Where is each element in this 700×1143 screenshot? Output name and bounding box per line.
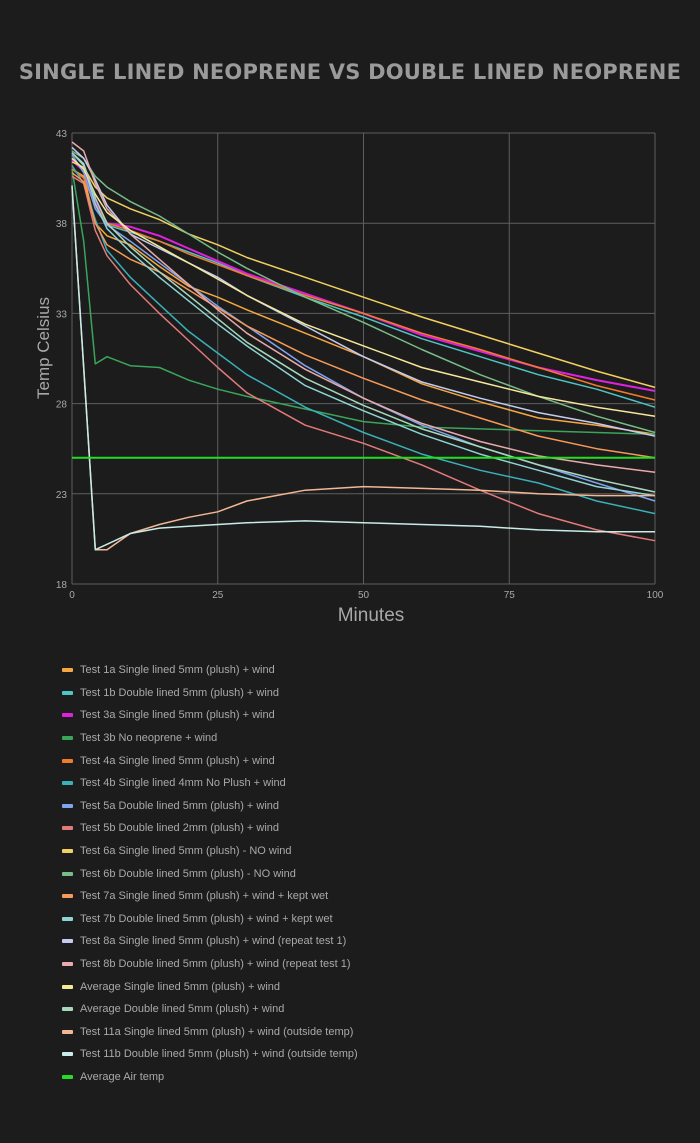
legend-swatch xyxy=(62,962,73,967)
legend-label: Test 7b Double lined 5mm (plush) + wind … xyxy=(80,912,333,925)
legend-label: Test 8b Double lined 5mm (plush) + wind … xyxy=(80,958,351,971)
x-axis-title: Minutes xyxy=(338,605,405,626)
y-axis-ticks: 18 23 28 33 38 43 xyxy=(56,129,68,591)
legend-swatch xyxy=(62,668,73,673)
legend-label: Test 1a Single lined 5mm (plush) + wind xyxy=(80,664,275,677)
legend-label: Test 5b Double lined 2mm (plush) + wind xyxy=(80,822,280,835)
line-chart: 18 23 28 33 38 43 0 25 50 75 100 Minutes Temp Cel… xyxy=(34,129,664,626)
series-line-10 xyxy=(71,172,656,459)
legend-swatch xyxy=(62,894,73,899)
legend-item[interactable]: Test 1a Single lined 5mm (plush) + wind xyxy=(62,659,358,682)
legend-label: Test 4a Single lined 5mm (plush) + wind xyxy=(80,754,275,767)
legend-swatch xyxy=(62,849,73,854)
x-tick-label: 100 xyxy=(647,590,664,601)
series-line-14 xyxy=(71,157,656,417)
legend-label: Average Air temp xyxy=(80,1070,165,1083)
legend-swatch xyxy=(62,826,73,831)
legend: Test 1a Single lined 5mm (plush) + wind T… xyxy=(62,659,358,1088)
legend-item[interactable]: Test 5a Double lined 5mm (plush) + wind xyxy=(62,795,358,818)
legend-item[interactable]: Test 1b Double lined 5mm (plush) + wind xyxy=(62,682,358,705)
grid xyxy=(71,132,656,585)
legend-swatch xyxy=(62,781,73,786)
legend-label: Average Double lined 5mm (plush) + wind xyxy=(80,1003,285,1016)
legend-item[interactable]: Test 4b Single lined 4mm No Plush + wind xyxy=(62,772,358,795)
x-tick-label: 0 xyxy=(69,590,75,601)
legend-item[interactable]: Test 3a Single lined 5mm (plush) + wind xyxy=(62,704,358,727)
series-line-3 xyxy=(71,168,656,436)
y-tick-label: 38 xyxy=(56,219,68,230)
legend-label: Test 7a Single lined 5mm (plush) + wind … xyxy=(80,890,329,903)
legend-item[interactable]: Test 5b Double lined 2mm (plush) + wind xyxy=(62,817,358,840)
legend-item[interactable]: Test 11b Double lined 5mm (plush) + wind… xyxy=(62,1043,358,1066)
x-tick-label: 75 xyxy=(504,590,516,601)
legend-label: Test 6a Single lined 5mm (plush) - NO wi… xyxy=(80,845,292,858)
series-line-4 xyxy=(71,168,656,401)
y-tick-label: 18 xyxy=(56,580,68,591)
legend-label: Test 11b Double lined 5mm (plush) + wind… xyxy=(80,1048,358,1061)
x-tick-label: 25 xyxy=(212,590,224,601)
legend-item[interactable]: Test 8b Double lined 5mm (plush) + wind … xyxy=(62,953,358,976)
series-line-7 xyxy=(71,175,656,542)
legend-swatch xyxy=(62,690,73,695)
y-tick-label: 23 xyxy=(56,490,68,501)
legend-swatch xyxy=(62,1007,73,1012)
legend-item[interactable]: Average Single lined 5mm (plush) + wind xyxy=(62,975,358,998)
y-axis-title: Temp Celsius xyxy=(34,297,53,399)
legend-item[interactable]: Test 11a Single lined 5mm (plush) + wind… xyxy=(62,1021,358,1044)
legend-item[interactable]: Test 8a Single lined 5mm (plush) + wind … xyxy=(62,930,358,953)
legend-item[interactable]: Test 4a Single lined 5mm (plush) + wind xyxy=(62,749,358,772)
legend-item[interactable]: Test 7a Single lined 5mm (plush) + wind … xyxy=(62,885,358,908)
series-line-15 xyxy=(71,152,656,493)
legend-swatch xyxy=(62,939,73,944)
legend-swatch xyxy=(62,984,73,989)
x-tick-label: 50 xyxy=(358,590,370,601)
legend-item[interactable]: Average Double lined 5mm (plush) + wind xyxy=(62,998,358,1021)
series-line-9 xyxy=(71,150,656,434)
legend-item[interactable]: Test 6b Double lined 5mm (plush) - NO wi… xyxy=(62,862,358,885)
legend-swatch xyxy=(62,736,73,741)
series-lines xyxy=(71,141,656,551)
series-line-16 xyxy=(71,187,655,551)
series-line-13 xyxy=(71,141,656,473)
series-line-0 xyxy=(71,168,656,436)
legend-item[interactable]: Test 7b Double lined 5mm (plush) + wind … xyxy=(62,908,358,931)
x-axis-ticks: 0 25 50 75 100 xyxy=(69,590,664,601)
legend-label: Test 11a Single lined 5mm (plush) + wind… xyxy=(80,1025,354,1038)
legend-label: Test 4b Single lined 4mm No Plush + wind xyxy=(80,777,286,790)
legend-item[interactable]: Test 6a Single lined 5mm (plush) - NO wi… xyxy=(62,840,358,863)
y-tick-label: 33 xyxy=(56,309,68,320)
legend-swatch xyxy=(62,1052,73,1057)
y-tick-label: 43 xyxy=(56,129,68,140)
legend-label: Test 3a Single lined 5mm (plush) + wind xyxy=(80,709,275,722)
legend-item[interactable]: Average Air temp xyxy=(62,1066,358,1089)
legend-swatch xyxy=(62,871,73,876)
series-line-12 xyxy=(71,146,656,437)
legend-label: Test 5a Double lined 5mm (plush) + wind xyxy=(80,799,280,812)
y-tick-label: 28 xyxy=(56,400,68,411)
legend-swatch xyxy=(62,803,73,808)
legend-label: Test 1b Double lined 5mm (plush) + wind xyxy=(80,686,280,699)
legend-swatch xyxy=(62,1029,73,1034)
series-line-17 xyxy=(71,185,655,551)
legend-label: Test 8a Single lined 5mm (plush) + wind … xyxy=(80,935,347,948)
legend-swatch xyxy=(62,713,73,718)
legend-label: Test 6b Double lined 5mm (plush) - NO wi… xyxy=(80,867,296,880)
legend-label: Test 3b No neoprene + wind xyxy=(80,732,218,745)
series-line-11 xyxy=(71,152,656,497)
chart-title: SINGLE LINED NEOPRENE VS DOUBLE LINED NE… xyxy=(18,60,682,84)
legend-swatch xyxy=(62,758,73,763)
legend-item[interactable]: Test 3b No neoprene + wind xyxy=(62,727,358,750)
series-line-2 xyxy=(71,159,656,392)
legend-swatch xyxy=(62,916,73,921)
legend-swatch xyxy=(62,1074,73,1079)
legend-label: Average Single lined 5mm (plush) + wind xyxy=(80,980,281,993)
